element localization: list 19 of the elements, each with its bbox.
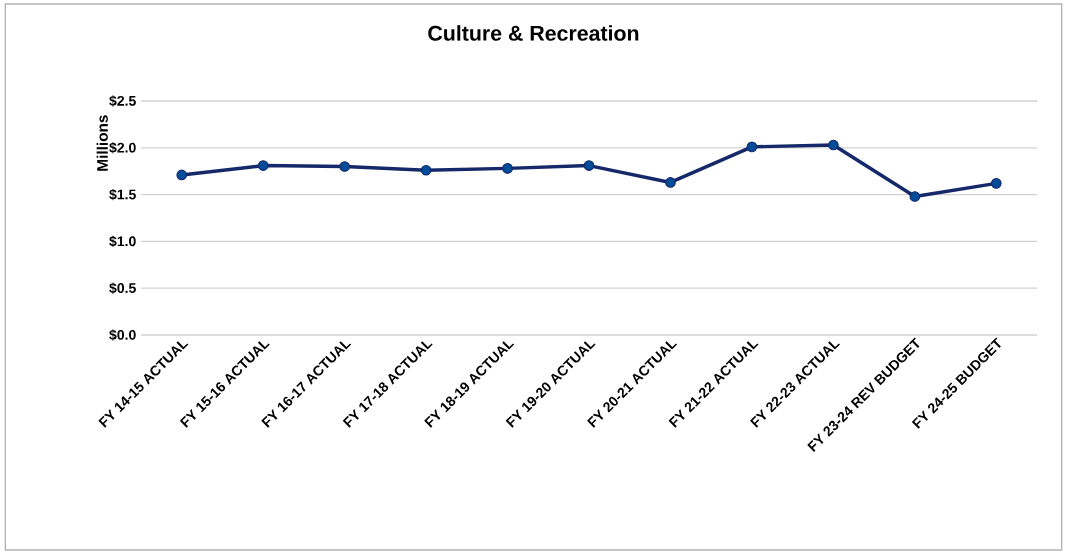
point — [339, 161, 350, 172]
point — [828, 139, 839, 151]
chart-title: Culture & Recreation — [428, 25, 639, 41]
point — [909, 191, 921, 202]
y-tick-label: $2.5 — [109, 95, 136, 107]
y-tick-label: $1.0 — [109, 235, 136, 248]
point — [746, 141, 758, 153]
y-tick-label: $2.0 — [109, 142, 136, 154]
point — [665, 177, 676, 188]
y-axis-title: Millions — [96, 115, 108, 171]
point — [420, 164, 432, 176]
y-tick-label: $0.5 — [109, 282, 136, 294]
y-tick-label: $0.0 — [109, 329, 136, 341]
point — [257, 160, 269, 171]
y-tick-label: $1.5 — [109, 188, 136, 201]
point — [176, 169, 188, 181]
point — [583, 160, 595, 171]
point — [502, 163, 513, 174]
point — [990, 178, 1002, 189]
